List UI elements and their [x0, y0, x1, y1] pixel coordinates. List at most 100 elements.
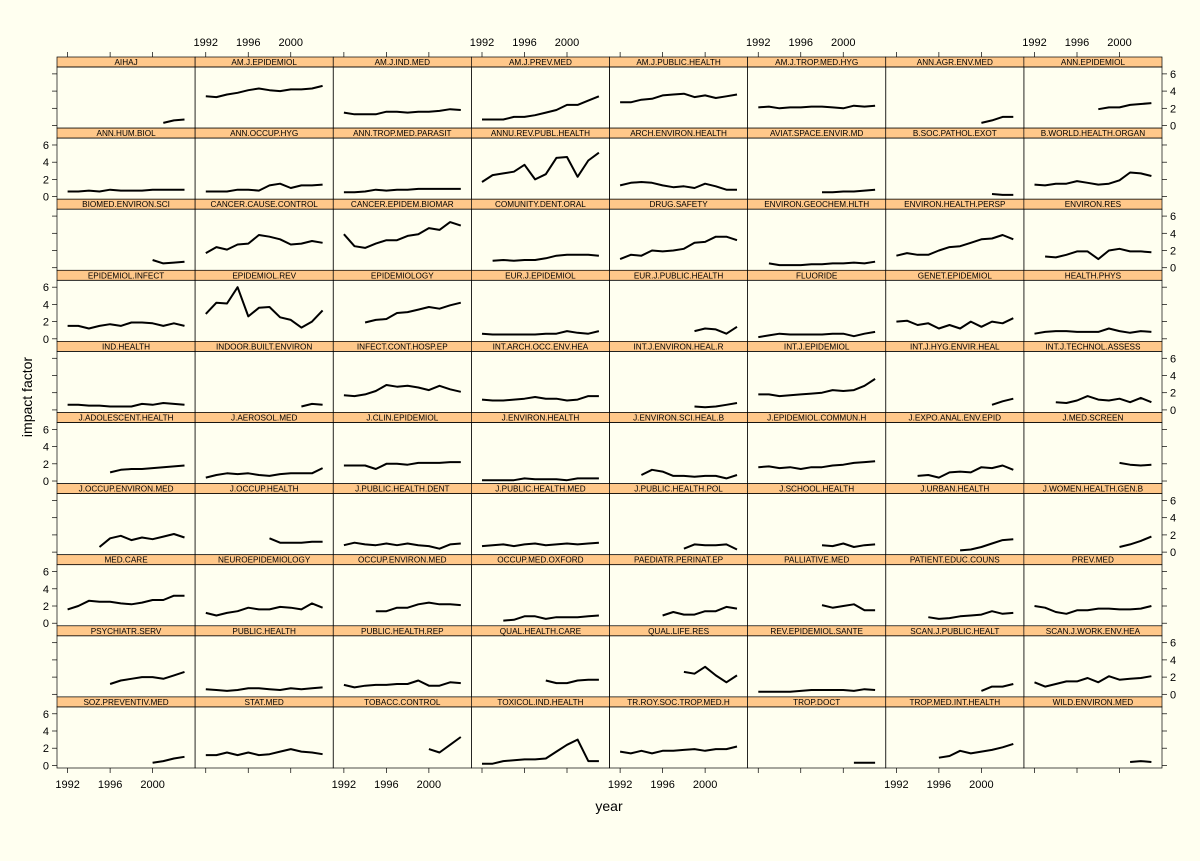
panel-title: SCAN.J.WORK.ENV.HEA	[1046, 627, 1141, 636]
series-line	[991, 193, 1014, 196]
y-tick-label-left: 6	[43, 282, 49, 294]
series-line	[343, 461, 461, 470]
panel-title: J.PUBLIC.HEALTH.MED	[495, 485, 585, 494]
series-line	[205, 748, 323, 757]
panel-title: INT.J.HYG.ENVIR.HEAL	[910, 342, 1000, 351]
y-tick-label-right: 0	[1170, 547, 1176, 559]
series-line	[928, 610, 1014, 620]
panel-title: J.URBAN.HEALTH	[920, 485, 989, 494]
panel-title: OCCUP.ENVIRON.MED	[358, 556, 447, 565]
panel-title: PUBLIC.HEALTH	[232, 627, 296, 636]
panel-title: PAEDIATR.PERINAT.EP	[634, 556, 724, 565]
series-line	[1098, 102, 1152, 111]
panel-title: J.ENVIRON.HEALTH	[502, 414, 580, 423]
panel-int-arch-occ-env-hea: INT.ARCH.OCC.ENV.HEA	[471, 341, 610, 413]
series-line	[98, 533, 185, 548]
y-tick-label-right: 4	[1170, 370, 1176, 382]
y-tick-label-left: 0	[43, 476, 49, 488]
series-line	[758, 688, 876, 693]
panel-title: ARCH.ENVIRON.HEALTH	[630, 129, 727, 138]
panel-title: J.ADOLESCENT.HEALTH	[79, 414, 174, 423]
y-tick-label-right: 2	[1170, 388, 1176, 400]
series-line	[758, 460, 876, 470]
x-tick-label-top: 1992	[1022, 37, 1046, 49]
series-line	[481, 541, 599, 548]
y-tick-label-left: 4	[43, 584, 49, 596]
y-tick-label-right: 6	[1170, 211, 1176, 223]
y-tick-label-right: 6	[1170, 638, 1176, 650]
panel-title: PALLIATIVE.MED	[784, 556, 849, 565]
panel-title: ANN.HUM.BIOL	[96, 129, 156, 138]
y-tick-label-left: 6	[43, 567, 49, 579]
panel-title: WILD.ENVIRON.MED	[1053, 698, 1134, 707]
panel-title: MED.CARE	[104, 556, 148, 565]
series-line	[205, 286, 324, 329]
x-tick-label-top: 1992	[470, 37, 494, 49]
series-line	[205, 84, 323, 99]
panel-title: J.OCCUP.ENVIRON.MED	[79, 485, 174, 494]
series-line	[482, 477, 599, 482]
panel-title: J.ENVIRON.SCI.HEAL.B	[633, 414, 725, 423]
panel-title: FLUORIDE	[796, 271, 838, 280]
y-tick-label-right: 2	[1170, 672, 1176, 684]
panel-title: NEUROEPIDEMIOLOGY	[218, 556, 311, 565]
panel-title: INT.J.EPIDEMIOL	[784, 342, 850, 351]
series-line	[205, 234, 323, 254]
series-line	[482, 738, 599, 765]
series-line	[1034, 605, 1152, 615]
y-tick-label-right: 2	[1170, 103, 1176, 115]
series-line	[917, 464, 1014, 479]
x-tick-label-bottom: 1992	[608, 779, 632, 791]
x-tick-label-top: 1996	[1065, 37, 1089, 49]
series-line	[67, 402, 185, 408]
series-line	[822, 188, 876, 194]
y-tick-label-right: 2	[1170, 246, 1176, 258]
panel-title: TOXICOL.IND.HEALTH	[497, 698, 583, 707]
y-tick-label-left: 2	[43, 743, 49, 755]
panel-title: AM.J.IND.MED	[375, 58, 431, 67]
x-tick-label-bottom: 1992	[884, 779, 908, 791]
x-tick-label-bottom: 2000	[693, 779, 717, 791]
x-tick-label-top: 1992	[746, 37, 770, 49]
x-tick-label-top: 2000	[1107, 37, 1131, 49]
series-line	[1119, 461, 1152, 467]
panel-frame	[1023, 706, 1163, 769]
x-tick-label-top: 2000	[279, 37, 303, 49]
series-line	[481, 330, 600, 336]
y-tick-label-right: 4	[1170, 513, 1176, 525]
panel-tr-roy-soc-trop-med-h: TR.ROY.SOC.TROP.MED.H	[609, 696, 748, 769]
y-axis-label: impact factor	[19, 357, 35, 437]
panel-title: ANN.TROP.MED.PARASIT	[353, 129, 451, 138]
series-line	[991, 397, 1014, 406]
series-line	[821, 603, 876, 612]
panel-title: DRUG.SAFETY	[649, 200, 708, 209]
series-line	[152, 259, 185, 265]
series-line	[1034, 327, 1152, 335]
panel-title: AM.J.PUBLIC.HEALTH	[636, 58, 721, 67]
y-tick-label-right: 6	[1170, 69, 1176, 81]
panel-title: J.MED.SCREEN	[1062, 414, 1123, 423]
series-line	[205, 686, 323, 692]
series-line	[428, 736, 462, 754]
series-line	[896, 234, 1014, 257]
panel-am-j-prev-med: AM.J.PREV.MED	[471, 56, 610, 129]
series-line	[67, 321, 185, 330]
y-tick-label-left: 0	[43, 760, 49, 772]
series-line	[758, 104, 876, 110]
series-line	[163, 118, 185, 124]
panel-title: TOBACC.CONTROL	[364, 698, 441, 707]
series-line	[205, 182, 323, 193]
series-line	[481, 151, 600, 183]
panel-title: ENVIRON.RES	[1065, 200, 1122, 209]
panel-title: J.EPIDEMIOL.COMMUN.H	[767, 414, 866, 423]
panel-title: TR.ROY.SOC.TROP.MED.H	[627, 698, 730, 707]
panel-title: AM.J.PREV.MED	[509, 58, 572, 67]
panel-scan-j-work-env-hea: SCAN.J.WORK.ENV.HEA	[1023, 625, 1163, 698]
panel-title: HEALTH.PHYS	[1065, 271, 1122, 280]
series-line	[343, 187, 461, 194]
y-tick-label-left: 2	[43, 601, 49, 613]
panel-title: EPIDEMIOL.INFECT	[88, 271, 164, 280]
x-tick-label-top: 1992	[194, 37, 218, 49]
